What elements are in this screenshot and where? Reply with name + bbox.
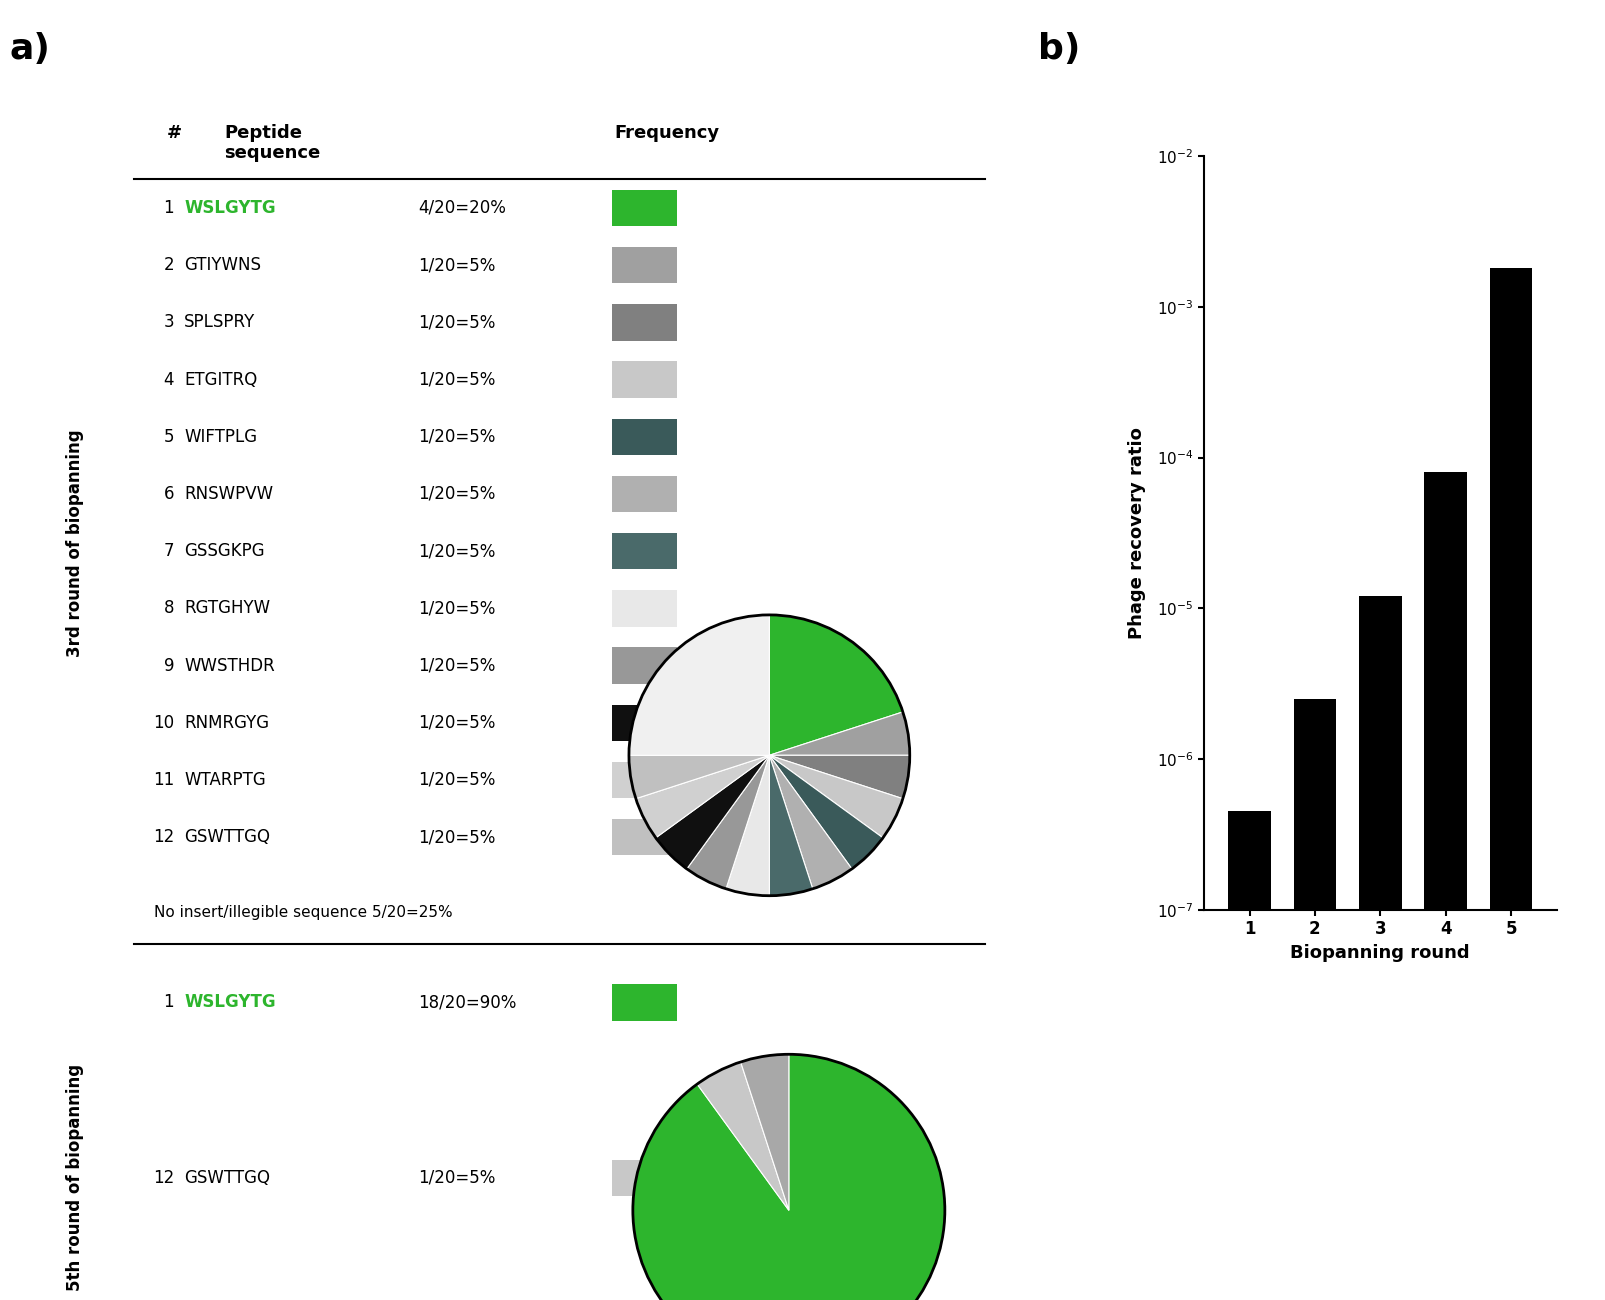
Text: 1/20=5%: 1/20=5% [417, 542, 496, 560]
Wedge shape [769, 755, 910, 798]
Text: 1: 1 [164, 993, 173, 1011]
Bar [612, 533, 677, 569]
Text: 1/20=5%: 1/20=5% [417, 771, 496, 789]
Bar [612, 590, 677, 627]
Wedge shape [687, 755, 769, 889]
Bar [612, 476, 677, 512]
Text: Frequency: Frequency [615, 124, 719, 142]
Text: 12: 12 [152, 828, 173, 846]
Bar [612, 247, 677, 283]
Bar [612, 647, 677, 684]
Text: RNSWPVW: RNSWPVW [185, 485, 273, 503]
Bar [1489, 268, 1533, 1300]
Text: 18/20=90%: 18/20=90% [417, 993, 517, 1011]
X-axis label: Biopanning round: Biopanning round [1290, 944, 1470, 962]
Text: 7: 7 [164, 542, 173, 560]
Text: GSWTTGQ: GSWTTGQ [185, 828, 270, 846]
Text: 1/20=5%: 1/20=5% [417, 428, 496, 446]
Wedge shape [769, 755, 812, 896]
Text: 1/20=5%: 1/20=5% [417, 599, 496, 618]
Wedge shape [769, 712, 910, 755]
Text: GSSGKPG: GSSGKPG [185, 542, 265, 560]
Text: 9: 9 [164, 656, 173, 675]
Bar [1294, 699, 1337, 1300]
Wedge shape [656, 755, 769, 868]
Wedge shape [740, 1054, 788, 1210]
Text: WWSTHDR: WWSTHDR [185, 656, 274, 675]
Text: 3rd round of biopanning: 3rd round of biopanning [66, 429, 83, 658]
Text: 6: 6 [164, 485, 173, 503]
Bar [612, 419, 677, 455]
Text: RNMRGYG: RNMRGYG [185, 714, 270, 732]
Text: SPLSPRY: SPLSPRY [185, 313, 255, 332]
Text: 4/20=20%: 4/20=20% [417, 199, 506, 217]
Text: WIFTPLG: WIFTPLG [185, 428, 257, 446]
Text: WSLGYTG: WSLGYTG [185, 199, 276, 217]
Bar [612, 304, 677, 341]
Text: 12: 12 [152, 1169, 173, 1187]
Wedge shape [769, 755, 883, 868]
Text: 1/20=5%: 1/20=5% [417, 714, 496, 732]
Bar [612, 984, 677, 1020]
Text: 5: 5 [164, 428, 173, 446]
Text: b): b) [1038, 32, 1080, 66]
Wedge shape [769, 755, 852, 889]
Text: 3: 3 [164, 313, 173, 332]
Wedge shape [697, 1062, 788, 1210]
Wedge shape [629, 615, 769, 755]
Text: 8: 8 [164, 599, 173, 618]
Y-axis label: Phage recovery ratio: Phage recovery ratio [1128, 428, 1146, 638]
Text: 1: 1 [164, 199, 173, 217]
Text: 2: 2 [164, 256, 173, 274]
Text: WTARPTG: WTARPTG [185, 771, 266, 789]
Text: 10: 10 [152, 714, 173, 732]
Wedge shape [636, 755, 769, 837]
Text: No insert/illegible sequence 5/20=25%: No insert/illegible sequence 5/20=25% [154, 905, 453, 920]
Bar [1425, 472, 1467, 1300]
Text: WSLGYTG: WSLGYTG [185, 993, 276, 1011]
Wedge shape [769, 755, 904, 837]
Text: 1/20=5%: 1/20=5% [417, 485, 496, 503]
Wedge shape [725, 755, 769, 896]
Text: 1/20=5%: 1/20=5% [417, 1169, 496, 1187]
Text: 4: 4 [164, 370, 173, 389]
Text: 1/20=5%: 1/20=5% [417, 656, 496, 675]
Text: a): a) [10, 32, 51, 66]
Bar [1359, 597, 1401, 1300]
Text: 1/20=5%: 1/20=5% [417, 370, 496, 389]
Text: 1/20=5%: 1/20=5% [417, 828, 496, 846]
Bar [612, 1160, 677, 1196]
Wedge shape [769, 615, 904, 755]
Bar [612, 190, 677, 226]
Text: #: # [167, 124, 181, 142]
Text: RGTGHYW: RGTGHYW [185, 599, 270, 618]
Wedge shape [629, 755, 769, 798]
Text: Peptide
sequence: Peptide sequence [225, 124, 319, 162]
Text: 11: 11 [152, 771, 173, 789]
Text: ETGITRQ: ETGITRQ [185, 370, 257, 389]
Text: 1/20=5%: 1/20=5% [417, 256, 496, 274]
Bar [612, 361, 677, 398]
Text: 5th round of biopanning: 5th round of biopanning [66, 1065, 83, 1291]
Text: 1/20=5%: 1/20=5% [417, 313, 496, 332]
Bar [612, 819, 677, 855]
Text: GTIYWNS: GTIYWNS [185, 256, 262, 274]
Text: GSWTTGQ: GSWTTGQ [185, 1169, 270, 1187]
Wedge shape [632, 1054, 945, 1300]
Bar [1228, 811, 1271, 1300]
Bar [612, 705, 677, 741]
Bar [612, 762, 677, 798]
